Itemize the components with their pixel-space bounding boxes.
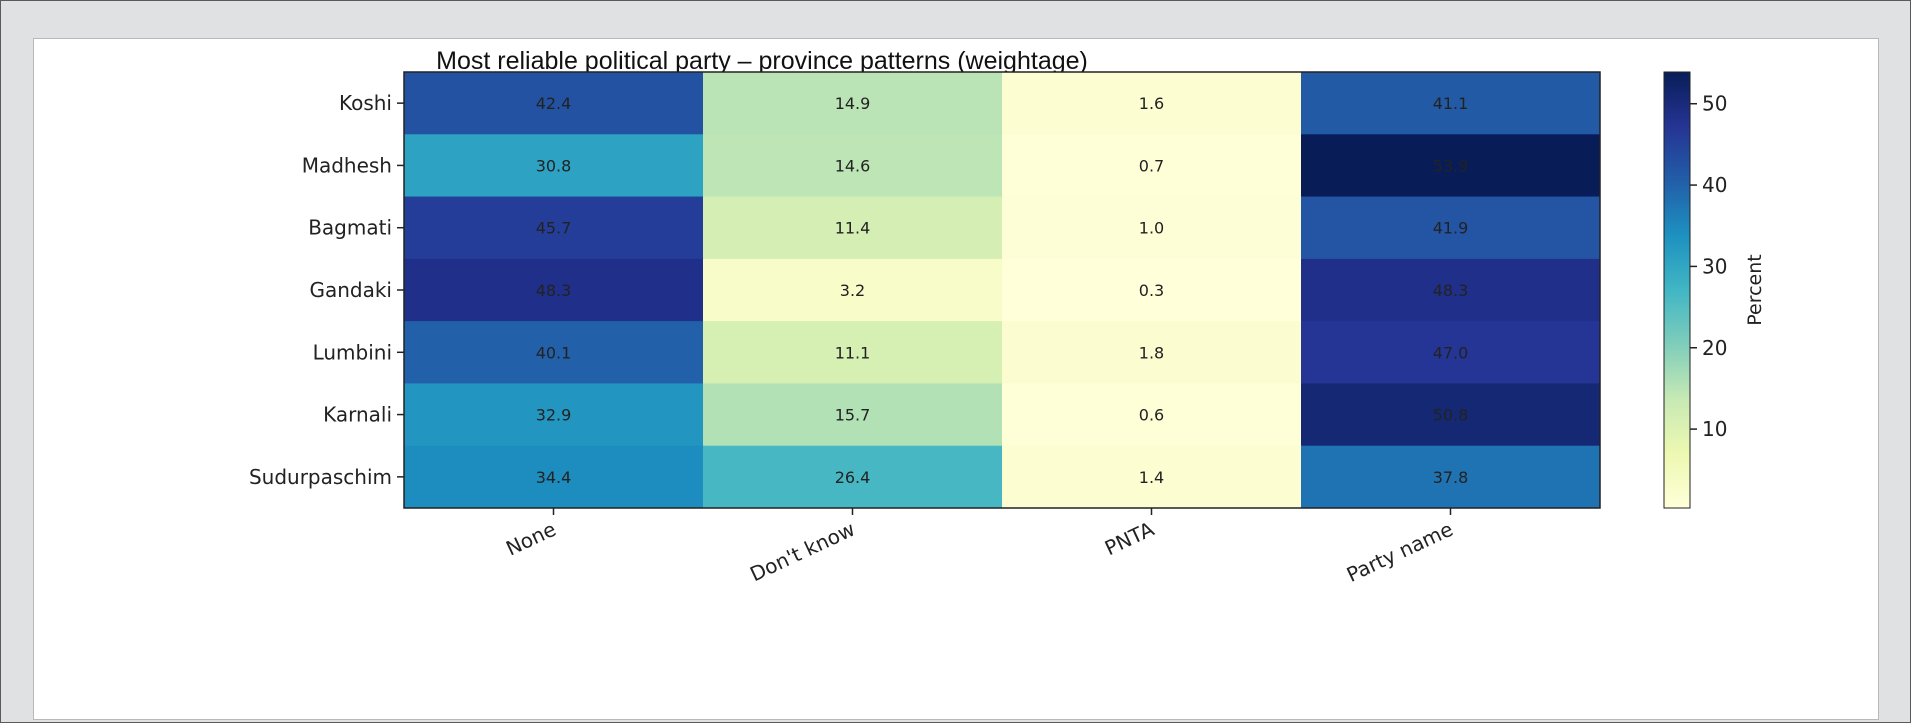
cell-value-label: 1.4 <box>1139 468 1164 487</box>
heatmap-cell-bagmati-don-t-know <box>703 196 1003 260</box>
heatmap-cell-lumbini-don-t-know <box>703 321 1003 384</box>
cell-value-label: 3.2 <box>840 281 865 300</box>
cell-value-label: 14.6 <box>835 156 871 175</box>
cell-value-label: 14.9 <box>835 94 871 113</box>
heatmap-cell-sudurpaschim-none <box>404 445 704 509</box>
x-axis: None Don't know PNTA Party name <box>502 508 1457 587</box>
heatmap-cell-gandaki-don-t-know <box>703 258 1003 322</box>
heatmap-cell-madhesh-pnta <box>1002 134 1302 198</box>
heatmap-cell-koshi-don-t-know <box>703 72 1003 135</box>
heatmap-cell-madhesh-party-name <box>1301 134 1601 198</box>
cell-value-label: 41.9 <box>1433 219 1469 238</box>
heatmap-cell-koshi-party-name <box>1301 72 1601 135</box>
heatmap-cell-bagmati-party-name <box>1301 196 1601 260</box>
cell-value-label: 41.1 <box>1433 94 1469 113</box>
cell-value-label: 11.1 <box>835 343 871 362</box>
chart-panel: Most reliable political party – province… <box>33 38 1879 720</box>
y-tick-label-gandaki: Gandaki <box>309 278 392 302</box>
heatmap-cell-gandaki-none <box>404 258 704 322</box>
x-tick-label-party-name: Party name <box>1343 517 1457 587</box>
heatmap-cell-lumbini-party-name <box>1301 321 1601 384</box>
x-tick-label-pnta: PNTA <box>1101 517 1158 561</box>
colorbar-tick-label: 40 <box>1702 173 1727 197</box>
y-tick-label-bagmati: Bagmati <box>308 216 392 240</box>
chart-title: Most reliable political party – province… <box>436 47 1088 75</box>
colorbar-gradient <box>1663 71 1691 509</box>
colorbar-tick-label: 20 <box>1702 336 1727 360</box>
heatmap-cell-lumbini-pnta <box>1002 321 1302 384</box>
cell-value-label: 48.3 <box>1433 281 1469 300</box>
heatmap-cell-gandaki-party-name <box>1301 258 1601 322</box>
cell-value-label: 32.9 <box>536 406 572 425</box>
cell-value-label: 40.1 <box>536 343 572 362</box>
heatmap-cell-karnali-don-t-know <box>703 383 1003 447</box>
cell-value-label: 47.0 <box>1433 343 1469 362</box>
cell-value-label: 45.7 <box>536 219 572 238</box>
cell-value-label: 0.6 <box>1139 406 1164 425</box>
cell-value-label: 11.4 <box>835 219 871 238</box>
x-tick-label-none: None <box>502 517 559 561</box>
heatmap-cell-bagmati-pnta <box>1002 196 1302 260</box>
cell-value-label: 42.4 <box>536 94 572 113</box>
y-tick-label-lumbini: Lumbini <box>313 340 392 364</box>
cell-value-label: 1.0 <box>1139 219 1164 238</box>
y-tick-label-koshi: Koshi <box>339 91 392 115</box>
y-tick-label-sudurpaschim: Sudurpaschim <box>249 465 392 489</box>
colorbar: 10 20 30 40 50 Percent <box>1663 71 1766 509</box>
heatmap-cell-sudurpaschim-party-name <box>1301 445 1601 509</box>
y-tick-label-karnali: Karnali <box>323 403 392 427</box>
heatmap-cell-sudurpaschim-don-t-know <box>703 445 1003 509</box>
colorbar-label: Percent <box>1744 254 1766 326</box>
heatmap-cell-gandaki-pnta <box>1002 258 1302 322</box>
heatmap-cell-labels: 42.4 14.9 1.6 41.1 30.8 14.6 0.7 53.9 45.7 11.4 1.… <box>536 94 1469 487</box>
heatmap-cell-karnali-none <box>404 383 704 447</box>
cell-value-label: 37.8 <box>1433 468 1469 487</box>
heatmap-chart: Most reliable political party – province… <box>249 47 1766 587</box>
cell-value-label: 15.7 <box>835 406 871 425</box>
cell-value-label: 34.4 <box>536 468 572 487</box>
cell-value-label: 30.8 <box>536 156 572 175</box>
cell-value-label: 26.4 <box>835 468 871 487</box>
heatmap-cell-koshi-none <box>404 72 704 135</box>
cell-value-label: 1.6 <box>1139 94 1164 113</box>
heatmap-cell-karnali-party-name <box>1301 383 1601 447</box>
cell-value-label: 50.8 <box>1433 406 1469 425</box>
colorbar-tick-label: 50 <box>1702 92 1727 116</box>
cell-value-label: 53.9 <box>1433 156 1469 175</box>
x-tick-label-don-t-know: Don't know <box>746 517 858 586</box>
heatmap-cell-lumbini-none <box>404 321 704 384</box>
heatmap-cell-madhesh-don-t-know <box>703 134 1003 198</box>
cell-value-label: 0.3 <box>1139 281 1164 300</box>
heatmap-cell-bagmati-none <box>404 196 704 260</box>
heatmap-cell-madhesh-none <box>404 134 704 198</box>
heatmap-cell-koshi-pnta <box>1002 72 1302 135</box>
heatmap-cells <box>404 72 1601 509</box>
cell-value-label: 48.3 <box>536 281 572 300</box>
colorbar-ticks: 10 20 30 40 50 <box>1690 92 1727 441</box>
colorbar-tick-label: 30 <box>1702 254 1727 278</box>
colorbar-tick-label: 10 <box>1702 417 1727 441</box>
cell-value-label: 1.8 <box>1139 343 1164 362</box>
cell-value-label: 0.7 <box>1139 156 1164 175</box>
y-axis: Koshi Madhesh Bagmati Gandaki Lumbini Karnali… <box>249 91 404 489</box>
heatmap-cell-sudurpaschim-pnta <box>1002 445 1302 509</box>
y-tick-label-madhesh: Madhesh <box>302 153 392 177</box>
heatmap-cell-karnali-pnta <box>1002 383 1302 447</box>
